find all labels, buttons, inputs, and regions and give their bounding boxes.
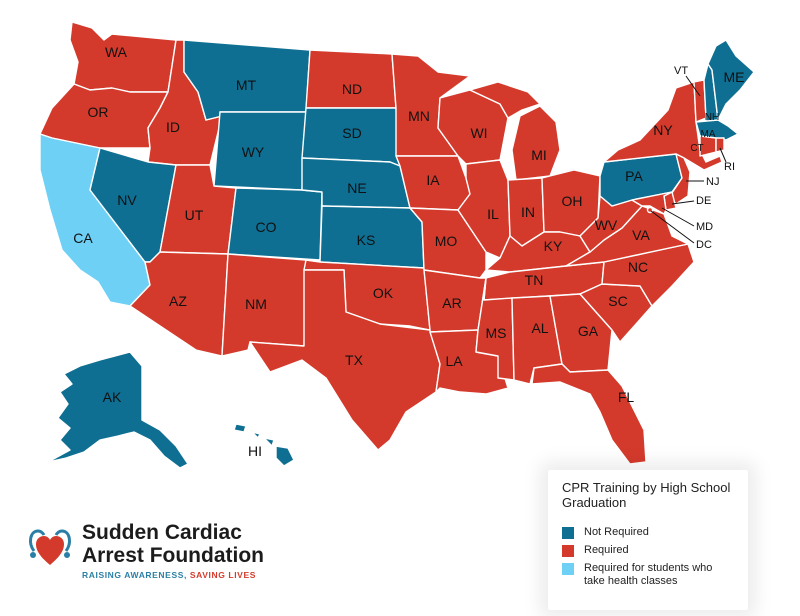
label-PA: PA [625,168,643,184]
label-SD: SD [342,125,361,141]
state-RI [715,137,725,153]
legend-item-health-classes: Required for students who take health cl… [562,562,734,588]
label-AZ: AZ [169,293,187,309]
label-ND: ND [342,81,362,97]
leader-DE [671,200,695,205]
label-OK: OK [373,285,394,301]
label-VA: VA [632,227,650,243]
label-NY: NY [653,122,673,138]
label-AK: AK [103,389,122,405]
label-ID: ID [166,119,180,135]
legend-item-not-required: Not Required [562,526,734,539]
label-AL: AL [531,320,548,336]
label-MI: MI [531,147,547,163]
legend-title: CPR Training by High School Graduation [562,480,731,510]
label-NV: NV [117,192,137,208]
label-DC: DC [696,239,712,251]
label-WY: WY [242,144,265,160]
state-ME [707,39,755,121]
label-WI: WI [470,125,487,141]
label-KS: KS [357,232,376,248]
legend-swatch [562,563,574,575]
state-ND [305,49,397,109]
leader-RI [719,147,727,163]
label-VT: VT [674,65,688,77]
label-RI: RI [724,161,735,173]
logo-tagline: RAISING AWARENESS, SAVING LIVES [82,570,256,580]
state-AK [47,351,189,469]
legend-swatch [562,545,574,557]
state-MI [469,81,561,181]
legend-item-required: Required [562,544,734,557]
label-NE: NE [347,180,366,196]
state-TX [249,269,441,451]
state-NC [601,243,695,307]
tagline-part-b: SAVING LIVES [189,570,256,580]
label-MD: MD [696,221,713,233]
label-NJ: NJ [706,176,719,188]
label-CO: CO [256,219,277,235]
tagline-part-a: RAISING AWARENESS, [82,570,190,580]
label-IA: IA [426,172,440,188]
label-FL: FL [618,389,635,405]
label-AR: AR [442,295,461,311]
state-FL [531,363,647,465]
label-CA: CA [73,230,93,246]
label-OH: OH [562,193,583,209]
label-HI: HI [248,443,262,459]
leader-DC [650,210,695,244]
label-MA: MA [701,129,716,140]
label-TX: TX [345,352,364,368]
legend: CPR Training by High School Graduation N… [548,470,748,610]
label-OR: OR [88,104,109,120]
legend-swatch [562,527,574,539]
state-labels: WA OR CA ID NV MT WY UT CO AZ NM ND SD N… [73,44,744,459]
leader-VT [685,75,701,97]
label-DE: DE [696,195,711,207]
leader-MD [661,207,695,227]
label-KY: KY [544,238,563,254]
heart-logo-icon [29,529,71,565]
label-IN: IN [521,204,535,220]
label-IL: IL [487,206,499,222]
legend-label: Not Required [584,526,649,538]
label-WV: WV [595,217,618,233]
label-SC: SC [608,293,627,309]
label-MS: MS [486,325,507,341]
label-TN: TN [525,272,544,288]
foundation-logo: Sudden Cardiac Arrest Foundation RAISING… [24,517,264,587]
label-MO: MO [435,233,458,249]
logo-line-2: Arrest Foundation [82,544,264,567]
label-CT: CT [690,143,703,154]
logo-title: Sudden Cardiac Arrest Foundation [82,521,264,567]
label-MN: MN [408,108,430,124]
state-HI [233,423,295,467]
label-NM: NM [245,296,267,312]
label-NC: NC [628,259,648,275]
label-ME: ME [724,69,745,85]
label-LA: LA [445,353,463,369]
label-GA: GA [578,323,599,339]
logo-line-1: Sudden Cardiac [82,521,242,544]
us-map: WA OR CA ID NV MT WY UT CO AZ NM ND SD N… [39,21,755,469]
label-WA: WA [105,44,128,60]
legend-label: Required for students who take health cl… [584,562,713,587]
label-UT: UT [185,207,204,223]
label-NH: NH [705,112,719,123]
state-IL [457,159,511,259]
label-MT: MT [236,77,257,93]
legend-label: Required [584,544,629,556]
